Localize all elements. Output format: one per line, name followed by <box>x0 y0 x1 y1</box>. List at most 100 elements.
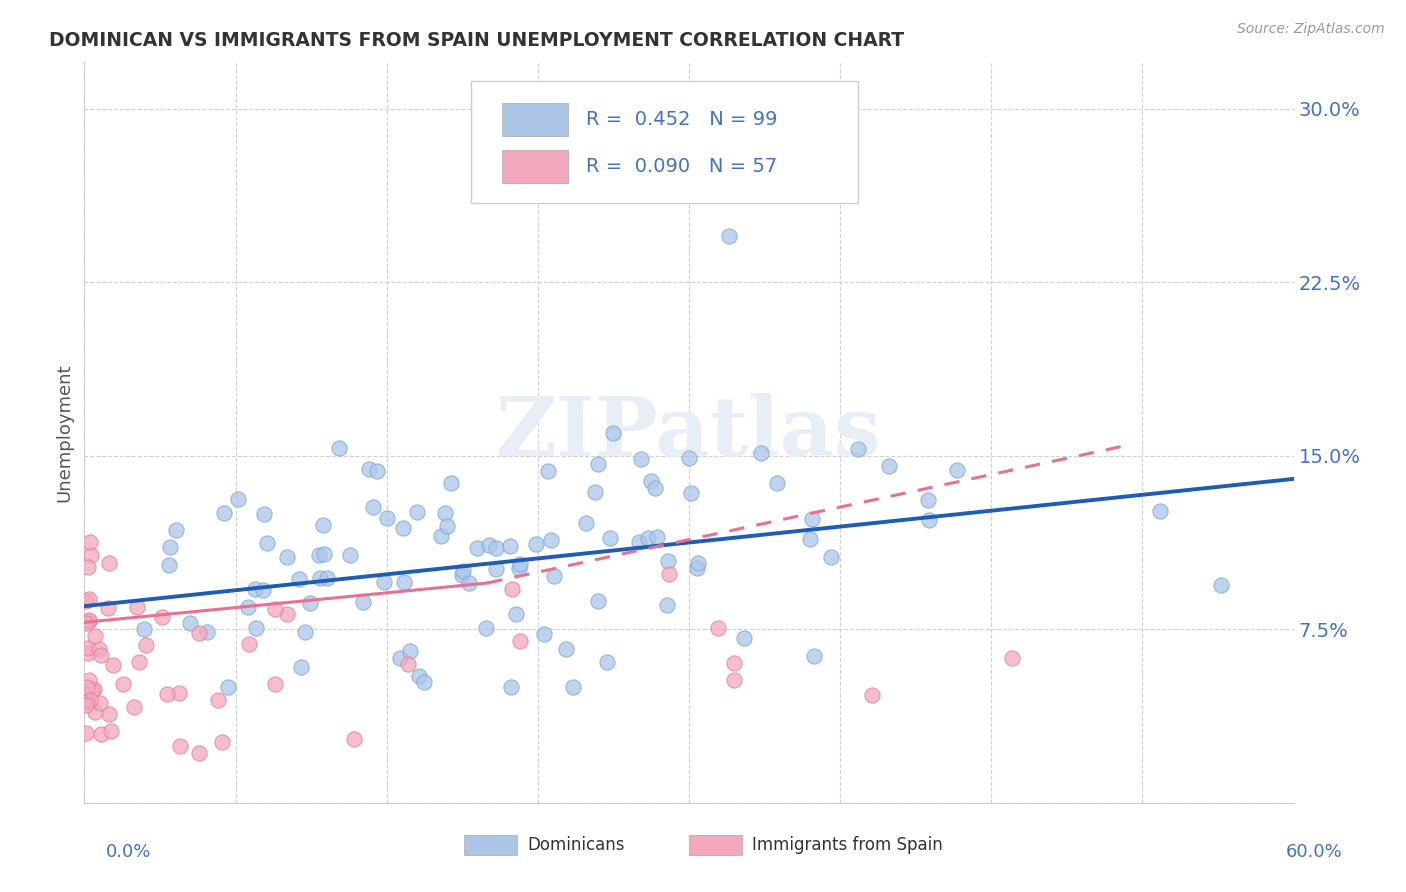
Point <box>678 450 700 465</box>
Point <box>79 693 101 707</box>
Text: Dominicans: Dominicans <box>527 836 624 854</box>
Point <box>562 680 585 694</box>
Point <box>75 698 97 712</box>
Point <box>312 547 335 561</box>
Point <box>112 677 135 691</box>
Point <box>599 531 621 545</box>
FancyBboxPatch shape <box>502 150 568 183</box>
Point <box>540 533 562 547</box>
Point <box>1211 578 1233 592</box>
Point <box>399 644 422 658</box>
Point <box>276 607 298 621</box>
Point <box>475 621 498 635</box>
Point <box>644 481 666 495</box>
Point <box>276 549 298 564</box>
Point <box>733 631 755 645</box>
Point <box>657 554 679 568</box>
Point <box>627 535 650 549</box>
Point <box>485 541 508 555</box>
Point <box>135 638 157 652</box>
Point <box>211 735 233 749</box>
Point <box>77 673 100 688</box>
Text: DOMINICAN VS IMMIGRANTS FROM SPAIN UNEMPLOYMENT CORRELATION CHART: DOMINICAN VS IMMIGRANTS FROM SPAIN UNEMP… <box>49 31 904 50</box>
Point <box>681 485 703 500</box>
Point <box>485 561 508 575</box>
Point <box>264 602 287 616</box>
Point <box>508 634 530 648</box>
Point <box>84 629 107 643</box>
Point <box>543 568 565 582</box>
FancyBboxPatch shape <box>471 81 858 203</box>
Point <box>125 600 148 615</box>
Point <box>352 595 374 609</box>
Point <box>76 695 98 709</box>
Point <box>76 680 98 694</box>
Point <box>396 657 419 671</box>
Point <box>100 724 122 739</box>
Point <box>451 567 474 582</box>
Point <box>328 441 350 455</box>
Point <box>658 567 681 582</box>
Point <box>723 673 745 687</box>
Point <box>655 598 678 612</box>
Point <box>207 693 229 707</box>
Point <box>501 582 523 597</box>
Point <box>640 474 662 488</box>
Point <box>389 650 412 665</box>
Point <box>124 700 146 714</box>
Point <box>583 485 606 500</box>
Point <box>648 160 671 174</box>
Point <box>77 591 100 606</box>
Point <box>586 457 609 471</box>
Point <box>76 559 98 574</box>
Point <box>238 637 260 651</box>
Point <box>308 549 330 563</box>
Point <box>77 614 100 628</box>
Point <box>686 556 709 570</box>
Point <box>217 680 239 694</box>
Point <box>188 626 211 640</box>
Point <box>630 451 652 466</box>
Point <box>159 540 181 554</box>
Point <box>288 572 311 586</box>
Text: 0.0%: 0.0% <box>105 843 150 861</box>
Point <box>77 613 100 627</box>
Point <box>686 561 709 575</box>
Point <box>555 641 578 656</box>
Text: 60.0%: 60.0% <box>1286 843 1343 861</box>
Text: ZIPatlas: ZIPatlas <box>496 392 882 473</box>
Point <box>533 626 555 640</box>
Point <box>252 583 274 598</box>
Point <box>803 649 825 664</box>
Point <box>361 500 384 514</box>
Point <box>339 548 361 562</box>
Point <box>718 229 741 244</box>
Point <box>195 624 218 639</box>
Point <box>97 601 120 615</box>
Point <box>75 616 97 631</box>
Text: Immigrants from Spain: Immigrants from Spain <box>752 836 943 854</box>
Point <box>179 615 201 630</box>
Point <box>79 534 101 549</box>
Point <box>98 557 121 571</box>
Point <box>290 660 312 674</box>
Point <box>157 558 180 573</box>
Point <box>80 548 103 562</box>
Point <box>406 505 429 519</box>
Point <box>134 622 156 636</box>
Point <box>575 516 598 531</box>
Point <box>820 550 842 565</box>
Point <box>97 707 120 722</box>
Point <box>478 538 501 552</box>
Point <box>77 640 100 655</box>
Point <box>392 575 415 590</box>
Point <box>156 687 179 701</box>
Point <box>801 512 824 526</box>
Point <box>188 746 211 760</box>
Point <box>128 655 150 669</box>
Point <box>846 442 869 456</box>
Point <box>150 609 173 624</box>
Text: R =  0.090   N = 57: R = 0.090 N = 57 <box>586 157 778 176</box>
Point <box>1001 651 1024 665</box>
Point <box>309 571 332 585</box>
